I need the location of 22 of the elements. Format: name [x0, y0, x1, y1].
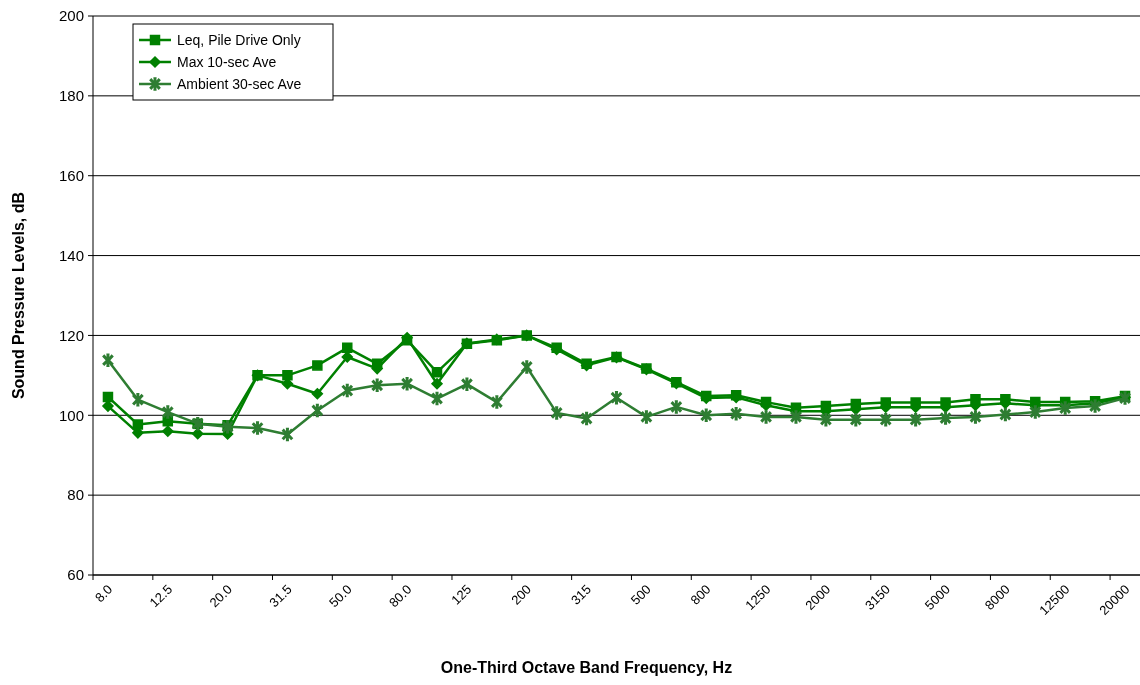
- x-tick-label: 50.0: [326, 581, 355, 611]
- x-tick-label: 500: [627, 581, 654, 608]
- x-tick-label: 8.0: [91, 581, 116, 606]
- legend-label: Max 10-sec Ave: [177, 53, 277, 70]
- x-tick-label: 80.0: [385, 581, 415, 611]
- x-tick-label: 315: [567, 581, 594, 608]
- y-tick-label: 200: [58, 7, 84, 25]
- x-tick-label: 800: [687, 581, 714, 608]
- y-tick-label: 140: [58, 246, 84, 264]
- y-tick-label: 180: [58, 87, 84, 105]
- y-tick-label: 100: [58, 406, 84, 424]
- y-tick-label: 120: [58, 326, 84, 344]
- x-tick-label: 200: [508, 581, 535, 608]
- y-tick-label: 80: [67, 486, 84, 504]
- x-tick-label: 12.5: [146, 581, 176, 611]
- y-tick-label: 60: [67, 566, 84, 584]
- y-axis-title: Sound Pressure Levels, dB: [10, 191, 27, 400]
- y-tick-label: 160: [58, 166, 84, 184]
- legend-label: Ambient 30-sec Ave: [177, 75, 302, 92]
- x-tick-label: 125: [448, 581, 475, 608]
- x-axis-title: One-Third Octave Band Frequency, Hz: [440, 659, 733, 676]
- legend-label: Leq, Pile Drive Only: [177, 31, 301, 48]
